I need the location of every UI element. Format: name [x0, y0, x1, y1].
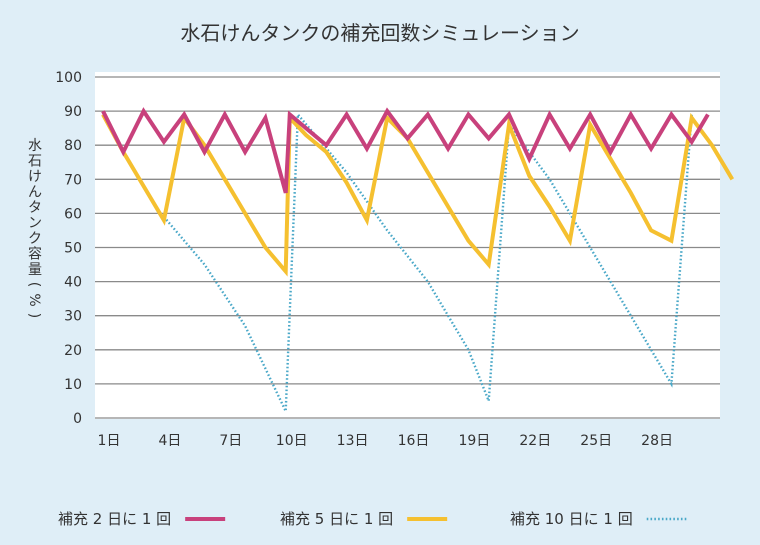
y-axis-label-char: (	[26, 282, 42, 287]
x-tick-label: 16日	[398, 433, 430, 449]
y-axis-label-char: 石	[28, 154, 42, 170]
y-axis-ticks: 0 10 20 30 40 50 60 70 80 90 100	[55, 70, 82, 427]
y-tick-label: 30	[64, 309, 82, 325]
y-tick-label: 10	[64, 377, 82, 393]
y-tick-label: 90	[64, 104, 82, 120]
legend: 補充 2 日に 1 回 補充 5 日に 1 回 補充 10 日に 1 回	[58, 510, 687, 528]
y-axis-label-char: け	[28, 169, 42, 185]
y-axis-label-char: ん	[28, 185, 42, 201]
x-tick-label: 22日	[519, 433, 551, 449]
y-tick-label: 0	[73, 411, 82, 427]
x-axis-ticks: 1日 4日 7日 10日 13日 16日 19日 22日 25日 28日	[98, 433, 673, 449]
x-tick-label: 10日	[276, 433, 308, 449]
series-lines	[101, 107, 735, 412]
x-tick-label: 28日	[641, 433, 673, 449]
legend-label: 補充 5 日に 1 回	[280, 510, 393, 528]
y-axis-label-char: )	[26, 313, 42, 318]
x-tick-label: 1日	[98, 433, 121, 449]
y-axis-label-char: ン	[28, 216, 42, 232]
legend-label: 補充 10 日に 1 回	[510, 510, 633, 528]
x-tick-label: 19日	[458, 433, 490, 449]
y-axis-label-char: ク	[28, 231, 42, 247]
legend-label: 補充 2 日に 1 回	[58, 510, 171, 528]
y-axis-label-char: タ	[28, 200, 42, 216]
plot-area	[95, 72, 720, 419]
y-tick-label: 20	[64, 343, 82, 359]
y-axis-label-char: 水	[28, 138, 42, 154]
chart-title: 水石けんタンクの補充回数シミュレーション	[180, 21, 579, 45]
y-tick-label: 80	[64, 138, 82, 154]
y-axis-label-char: 容	[28, 246, 42, 263]
y-axis-label-char: 量	[28, 262, 42, 278]
x-tick-label: 25日	[580, 433, 612, 449]
x-tick-label: 7日	[219, 433, 242, 449]
y-tick-label: 100	[55, 70, 82, 86]
y-tick-label: 40	[64, 275, 82, 291]
y-axis-label-char: %	[26, 293, 42, 306]
y-tick-label: 60	[64, 206, 82, 222]
y-tick-label: 70	[64, 172, 82, 188]
y-tick-label: 50	[64, 241, 82, 257]
series-line-1	[101, 107, 710, 194]
x-tick-label: 13日	[337, 433, 369, 449]
x-tick-label: 4日	[158, 433, 181, 449]
